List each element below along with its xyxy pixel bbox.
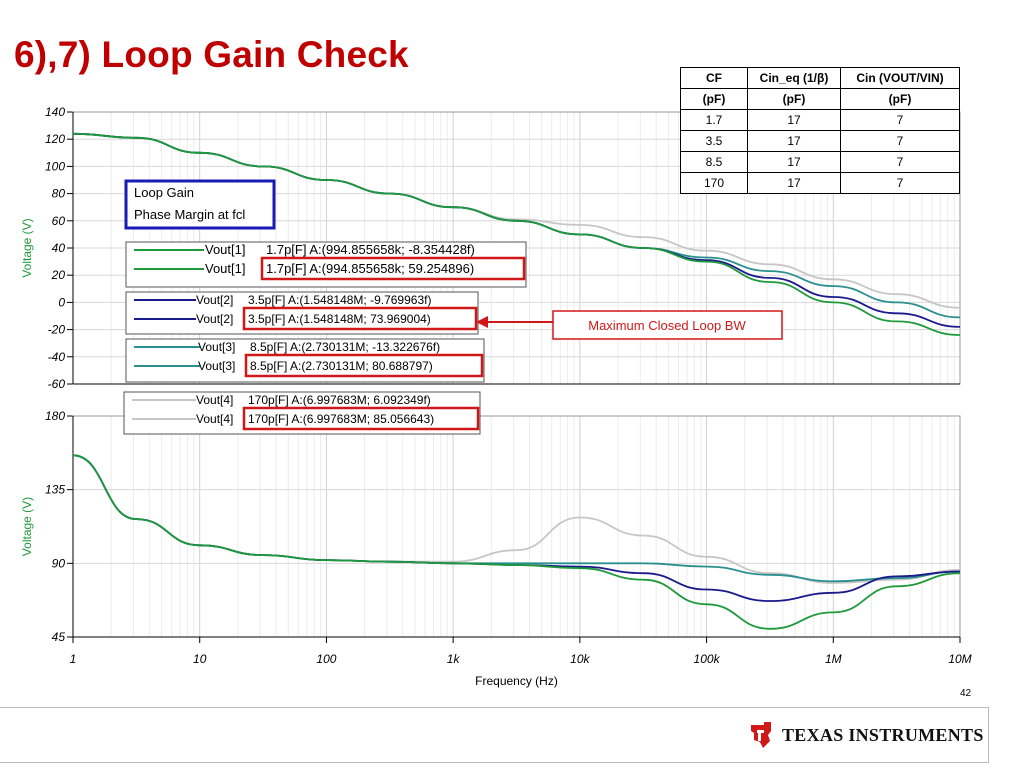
x-tick-label: 10M [948, 652, 971, 666]
x-tick-label: 100 [316, 652, 336, 666]
phase-margin-highlight [242, 406, 480, 431]
gain-y-tick-label: 140 [45, 105, 65, 119]
ti-logo-icon [751, 722, 771, 748]
gain-y-axis-label: Voltage (V) [20, 218, 34, 277]
table-row: 1.7 17 7 [680, 109, 960, 131]
loop-gain-note-line: Phase Margin at fcl [134, 207, 245, 222]
table-cell: 3.5 [680, 130, 748, 152]
max-bw-callout-arrowhead [476, 316, 488, 328]
loop-gain-note-box [124, 179, 276, 230]
unit-cin-eq: (pF) [747, 88, 841, 110]
table-cell: 17 [747, 172, 841, 194]
gain-y-tick-label: 60 [52, 214, 66, 228]
legend-series-label: Vout[3] [198, 359, 235, 373]
phase-margin-highlight [260, 256, 526, 281]
phase-series-vout1 [72, 454, 961, 630]
col-header-cf: CF [680, 67, 748, 89]
legend-series-label: Vout[1] [205, 242, 245, 257]
footer-bar [0, 707, 989, 763]
table-cell: 170 [680, 172, 748, 194]
page-number: 42 [960, 688, 972, 699]
table-row: 170 17 7 [680, 172, 960, 194]
legend-cursor-gain: 1.7p[F] A:(994.855658k; -8.354428f) [266, 242, 475, 257]
gain-y-tick-label: 40 [52, 241, 66, 255]
unit-cin: (pF) [840, 88, 960, 110]
x-tick-label: 1M [825, 652, 842, 666]
phase-margin-highlight [244, 353, 484, 378]
legend-series-label: Vout[4] [196, 393, 233, 407]
legend-cursor-phase: 8.5p[F] A:(2.730131M; 80.688797) [250, 359, 433, 373]
phase-y-tick-label: 180 [45, 409, 65, 423]
table-header-row: CF Cin_eq (1/β) Cin (VOUT/VIN) [680, 67, 960, 89]
ti-logo: TEXAS INSTRUMENTS [748, 720, 984, 750]
unit-cf: (pF) [680, 88, 748, 110]
col-header-cin: Cin (VOUT/VIN) [840, 67, 960, 89]
x-tick-label: 10k [570, 652, 590, 666]
phase-y-tick-label: 90 [52, 556, 66, 570]
ti-logo-text: TEXAS INSTRUMENTS [782, 724, 984, 745]
phase-plot-frame [72, 415, 961, 638]
table-cell: 7 [840, 130, 960, 152]
x-tick-label: 10 [193, 652, 207, 666]
table-units-row: (pF) (pF) (pF) [680, 88, 960, 110]
legend-cursor-phase: 1.7p[F] A:(994.855658k; 59.254896) [266, 261, 474, 276]
table-cell: 17 [747, 109, 841, 131]
legend-cursor-gain: 170p[F] A:(6.997683M; 6.092349f) [248, 393, 431, 407]
gain-y-tick-label: -40 [48, 350, 66, 364]
col-header-cin-eq: Cin_eq (1/β) [747, 67, 841, 89]
legend-series-label: Vout[2] [196, 293, 233, 307]
x-tick-label: 1 [70, 652, 77, 666]
table-cell: 7 [840, 151, 960, 173]
table-cell: 7 [840, 109, 960, 131]
legend-series-label: Vout[2] [196, 312, 233, 326]
x-axis-label: Frequency (Hz) [475, 674, 558, 688]
x-tick-label: 1k [447, 652, 461, 666]
table-cell: 17 [747, 151, 841, 173]
gain-y-tick-label: 20 [51, 268, 66, 282]
table-row: 3.5 17 7 [680, 130, 960, 152]
table-cell: 17 [747, 130, 841, 152]
x-tick-label: 100k [694, 652, 721, 666]
legend-cursor-gain: 8.5p[F] A:(2.730131M; -13.322676f) [250, 340, 440, 354]
page-title: 6),7) Loop Gain Check [14, 34, 409, 75]
legend-cursor-gain: 3.5p[F] A:(1.548148M; -9.769963f) [248, 293, 431, 307]
phase-series-vout3 [72, 454, 961, 583]
loop-gain-note-line: Loop Gain [134, 185, 194, 200]
table-cell: 7 [840, 172, 960, 194]
table-row: 8.5 17 7 [680, 151, 960, 173]
legend-cursor-phase: 170p[F] A:(6.997683M; 85.056643) [248, 412, 434, 426]
gain-series-vout1 [72, 132, 961, 336]
max-bw-callout-text: Maximum Closed Loop BW [588, 318, 746, 333]
gain-y-tick-label: 120 [45, 132, 65, 146]
gain-y-tick-label: 80 [52, 187, 66, 201]
phase-margin-highlight [242, 306, 478, 331]
legend-series-label: Vout[4] [196, 412, 233, 426]
legend-series-label: Vout[1] [205, 261, 245, 276]
gain-y-tick-label: -60 [48, 377, 66, 391]
table-cell: 1.7 [680, 109, 748, 131]
phase-y-tick-label: 135 [45, 483, 65, 497]
legend-cursor-phase: 3.5p[F] A:(1.548148M; 73.969004) [248, 312, 431, 326]
table-cell: 8.5 [680, 151, 748, 173]
phase-y-tick-label: 45 [52, 630, 66, 644]
cf-table: CF Cin_eq (1/β) Cin (VOUT/VIN) (pF) (pF)… [680, 67, 960, 194]
legend-series-label: Vout[3] [198, 340, 235, 354]
phase-y-axis-label: Voltage (V) [20, 497, 34, 556]
max-bw-callout-box [552, 310, 783, 340]
phase-series-vout2 [72, 454, 961, 602]
gain-y-tick-label: 0 [58, 295, 65, 309]
gain-y-tick-label: -20 [48, 323, 66, 337]
gain-y-tick-label: 100 [45, 159, 65, 173]
